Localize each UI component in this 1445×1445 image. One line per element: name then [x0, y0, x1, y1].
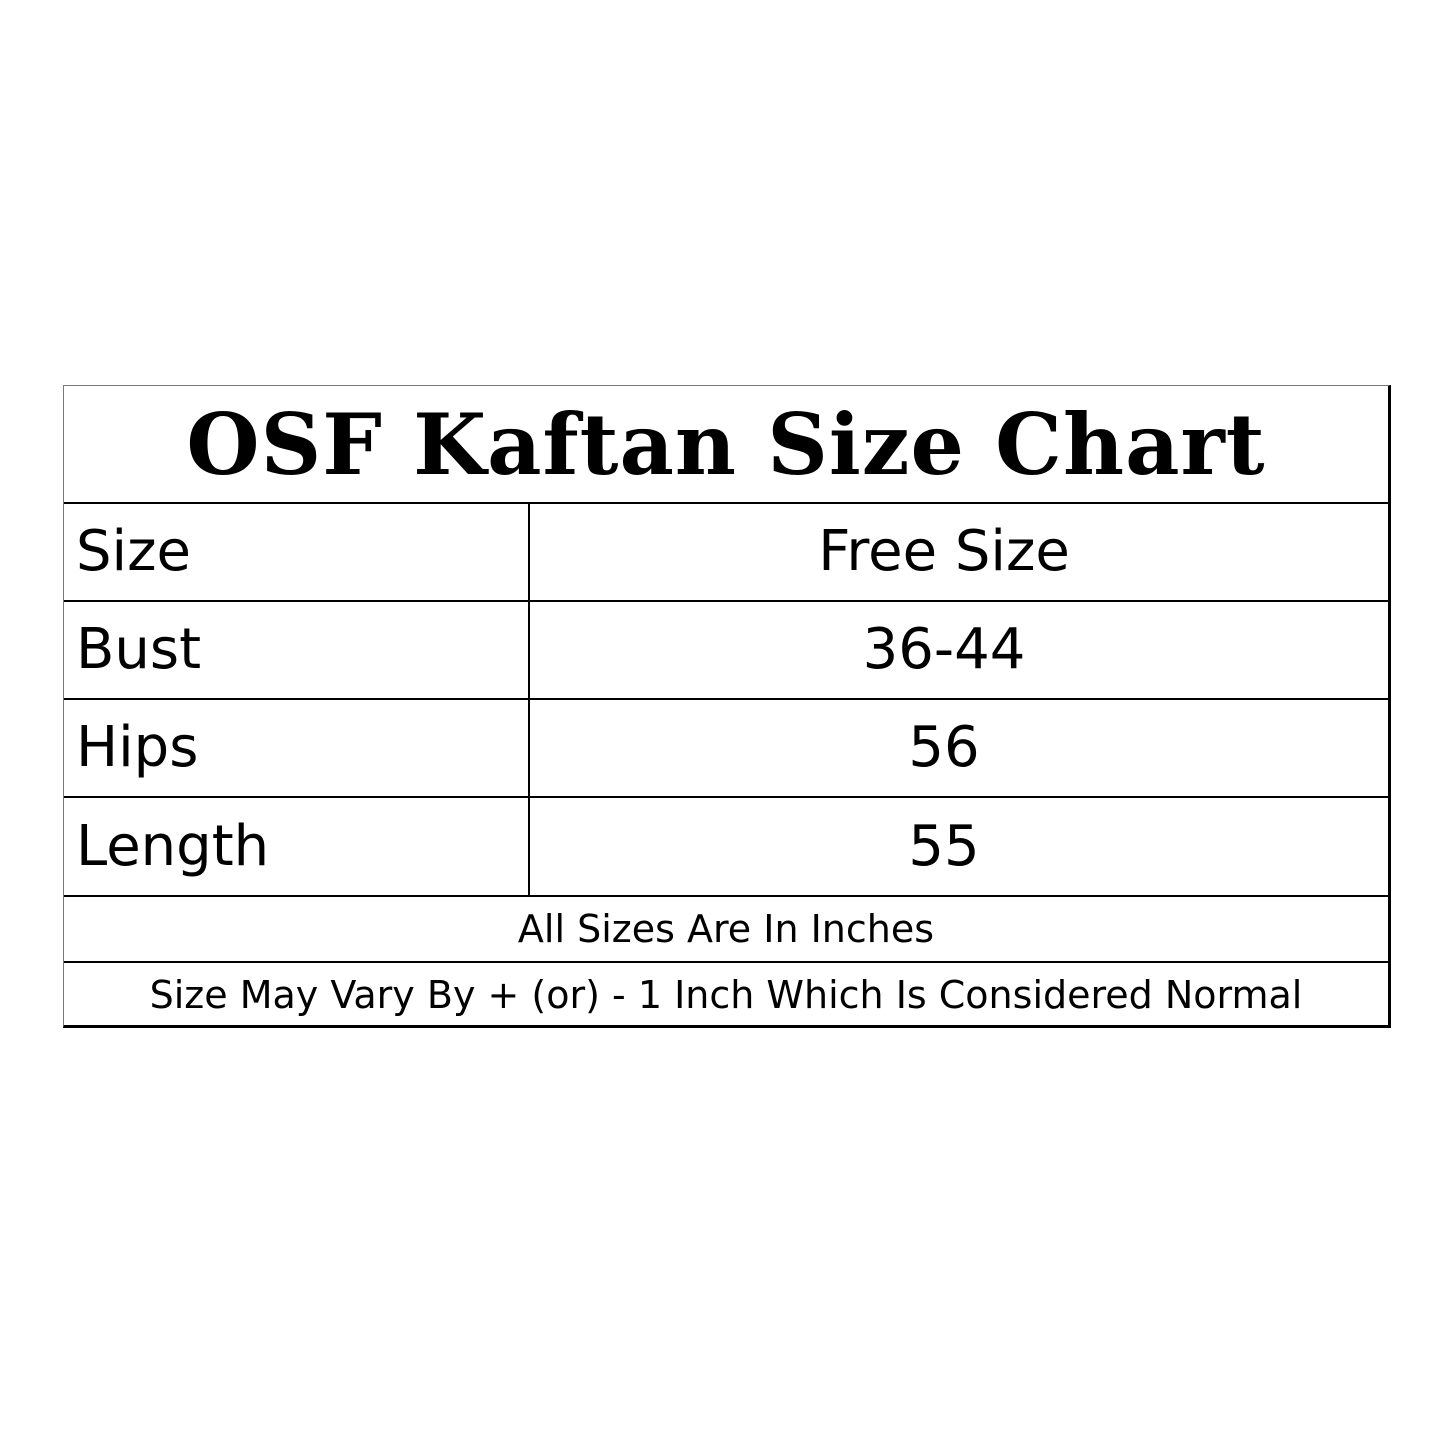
row-label: Size [64, 503, 530, 600]
row-label: Hips [64, 699, 530, 796]
table-row: Bust 36-44 [64, 601, 1388, 700]
table-row: Hips 56 [64, 699, 1388, 798]
row-label: Bust [64, 601, 530, 698]
row-value: Free Size [818, 519, 1070, 584]
table-row: Size Free Size [64, 503, 1388, 602]
row-value: 56 [908, 715, 980, 780]
table-row: Length 55 [64, 798, 1388, 897]
note: All Sizes Are In Inches [64, 897, 1388, 963]
row-label: Length [64, 798, 530, 895]
row-value: 55 [908, 814, 980, 879]
size-chart-table: OSF Kaftan Size Chart Size Free Size Bust 3… [63, 385, 1391, 1028]
table-title: OSF Kaftan Size Chart [64, 386, 1388, 504]
row-value: 36-44 [862, 617, 1026, 682]
note: Size May Vary By + (or) - 1 Inch Which I… [149, 972, 1303, 1017]
